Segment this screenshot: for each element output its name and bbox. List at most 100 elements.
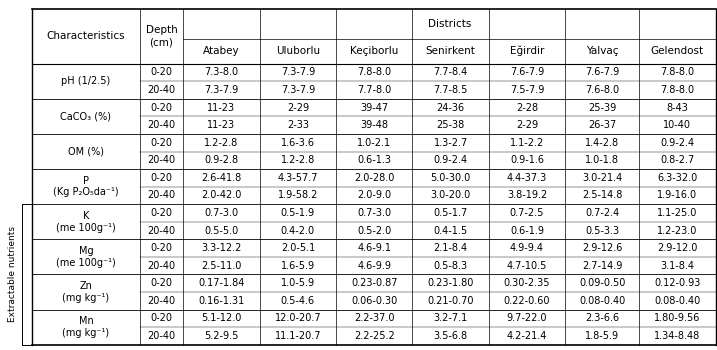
Text: P
(Kg P₂O₅da⁻¹): P (Kg P₂O₅da⁻¹) [53,176,119,197]
Text: 7.3-7.9: 7.3-7.9 [281,68,315,77]
Text: Zn
(mg kg⁻¹): Zn (mg kg⁻¹) [62,281,110,303]
Text: 20-40: 20-40 [148,155,176,165]
Text: 0.9-2.8: 0.9-2.8 [204,155,239,165]
Text: 3.5-6.8: 3.5-6.8 [434,331,467,341]
Text: 4.4-37.3: 4.4-37.3 [507,173,547,183]
Text: 1.0-5.9: 1.0-5.9 [281,278,315,288]
Text: 7.7-8.4: 7.7-8.4 [434,68,467,77]
Text: 3.0-21.4: 3.0-21.4 [582,173,622,183]
Text: pH (1/2.5): pH (1/2.5) [61,76,110,86]
Text: 1.3-2.7: 1.3-2.7 [434,138,467,148]
Text: 0-20: 0-20 [151,243,173,253]
Text: 2.3-6.6: 2.3-6.6 [585,313,619,323]
Text: 39-47: 39-47 [360,103,389,113]
Text: 2.0-9.0: 2.0-9.0 [357,190,391,201]
Text: 1.4-2.8: 1.4-2.8 [585,138,619,148]
Text: 0-20: 0-20 [151,103,173,113]
Text: 0.5-2.0: 0.5-2.0 [357,225,391,236]
Text: 2.7-14.9: 2.7-14.9 [582,261,622,271]
Text: 0.7-3.0: 0.7-3.0 [204,208,239,218]
Text: 0.5-1.7: 0.5-1.7 [434,208,467,218]
Text: 2.0-42.0: 2.0-42.0 [201,190,242,201]
Text: 3.2-7.1: 3.2-7.1 [434,313,467,323]
Text: 4.6-9.1: 4.6-9.1 [357,243,391,253]
Text: 7.7-8.5: 7.7-8.5 [434,85,467,95]
Text: 0.23-1.80: 0.23-1.80 [427,278,474,288]
Text: 2-33: 2-33 [287,120,309,130]
Text: 25-39: 25-39 [588,103,617,113]
Text: 0.06-0.30: 0.06-0.30 [351,296,397,306]
Text: 0.9-1.6: 0.9-1.6 [510,155,544,165]
Text: 0-20: 0-20 [151,313,173,323]
Text: 7.6-7.9: 7.6-7.9 [585,68,619,77]
Text: 0.4-2.0: 0.4-2.0 [281,225,315,236]
Text: 12.0-20.7: 12.0-20.7 [275,313,321,323]
Text: 1.9-58.2: 1.9-58.2 [277,190,318,201]
Text: 0.09-0.50: 0.09-0.50 [579,278,625,288]
Text: 6.3-32.0: 6.3-32.0 [657,173,698,183]
Text: 4.6-9.9: 4.6-9.9 [357,261,391,271]
Text: 7.8-8.0: 7.8-8.0 [357,68,391,77]
Text: 3.1-8.4: 3.1-8.4 [660,261,695,271]
Text: 11.1-20.7: 11.1-20.7 [275,331,321,341]
Text: 0-20: 0-20 [151,68,173,77]
Text: 2-29: 2-29 [287,103,309,113]
Text: 4.7-10.5: 4.7-10.5 [507,261,547,271]
Text: 11-23: 11-23 [207,120,236,130]
Text: 20-40: 20-40 [148,296,176,306]
Text: 2.0-28.0: 2.0-28.0 [354,173,394,183]
Text: 5.1-12.0: 5.1-12.0 [201,313,242,323]
Text: Eğirdir: Eğirdir [510,46,544,56]
Text: 0.8-2.7: 0.8-2.7 [660,155,695,165]
Text: 1.0-1.8: 1.0-1.8 [585,155,619,165]
Text: Extractable nutrients: Extractable nutrients [9,226,17,322]
Text: 1.0-2.1: 1.0-2.1 [357,138,391,148]
Text: 7.7-8.0: 7.7-8.0 [357,85,391,95]
Text: 1.9-16.0: 1.9-16.0 [657,190,698,201]
Text: 0.7-2.4: 0.7-2.4 [585,208,619,218]
Text: 25-38: 25-38 [437,120,465,130]
Text: 0.6-1.3: 0.6-1.3 [357,155,391,165]
Text: 0.30-2.35: 0.30-2.35 [504,278,550,288]
Text: 1.6-3.6: 1.6-3.6 [281,138,315,148]
Text: 0.22-0.60: 0.22-0.60 [504,296,550,306]
Text: 9.7-22.0: 9.7-22.0 [507,313,547,323]
Text: 0.08-0.40: 0.08-0.40 [655,296,701,306]
Text: 7.3-8.0: 7.3-8.0 [204,68,239,77]
Text: 1.6-5.9: 1.6-5.9 [281,261,315,271]
Text: Characteristics: Characteristics [47,31,125,41]
Text: 1.80-9.56: 1.80-9.56 [654,313,701,323]
Text: 0-20: 0-20 [151,173,173,183]
Text: Yalvaç: Yalvaç [586,46,619,56]
Text: 0.17-1.84: 0.17-1.84 [199,278,244,288]
Text: 1.1-25.0: 1.1-25.0 [657,208,698,218]
Text: 2.6-41.8: 2.6-41.8 [201,173,242,183]
Text: 0.12-0.93: 0.12-0.93 [654,278,701,288]
Text: 3.8-19.2: 3.8-19.2 [507,190,547,201]
Text: 20-40: 20-40 [148,261,176,271]
Text: 0.16-1.31: 0.16-1.31 [199,296,244,306]
Text: 0.5-1.9: 0.5-1.9 [281,208,315,218]
Text: 0.5-5.0: 0.5-5.0 [204,225,239,236]
Text: K
(me 100g⁻¹): K (me 100g⁻¹) [56,211,115,233]
Text: Senirkent: Senirkent [426,46,475,56]
Text: 0.5-3.3: 0.5-3.3 [585,225,619,236]
Text: CaCO₃ (%): CaCO₃ (%) [60,111,111,121]
Text: 1.34-8.48: 1.34-8.48 [655,331,701,341]
Text: 3.0-20.0: 3.0-20.0 [430,190,471,201]
Text: 20-40: 20-40 [148,120,176,130]
Text: 2.9-12.6: 2.9-12.6 [582,243,622,253]
Text: 0-20: 0-20 [151,138,173,148]
Text: 26-37: 26-37 [588,120,617,130]
Text: 1.2-23.0: 1.2-23.0 [657,225,698,236]
Text: 3.3-12.2: 3.3-12.2 [201,243,242,253]
Text: 0.21-0.70: 0.21-0.70 [427,296,474,306]
Text: 0-20: 0-20 [151,208,173,218]
Text: 20-40: 20-40 [148,85,176,95]
Text: 4.9-9.4: 4.9-9.4 [510,243,544,253]
Text: Depth
(cm): Depth (cm) [146,26,177,47]
Text: Mg
(me 100g⁻¹): Mg (me 100g⁻¹) [56,246,115,268]
Text: 7.3-7.9: 7.3-7.9 [204,85,239,95]
Text: 20-40: 20-40 [148,190,176,201]
Text: Atabey: Atabey [203,46,239,56]
